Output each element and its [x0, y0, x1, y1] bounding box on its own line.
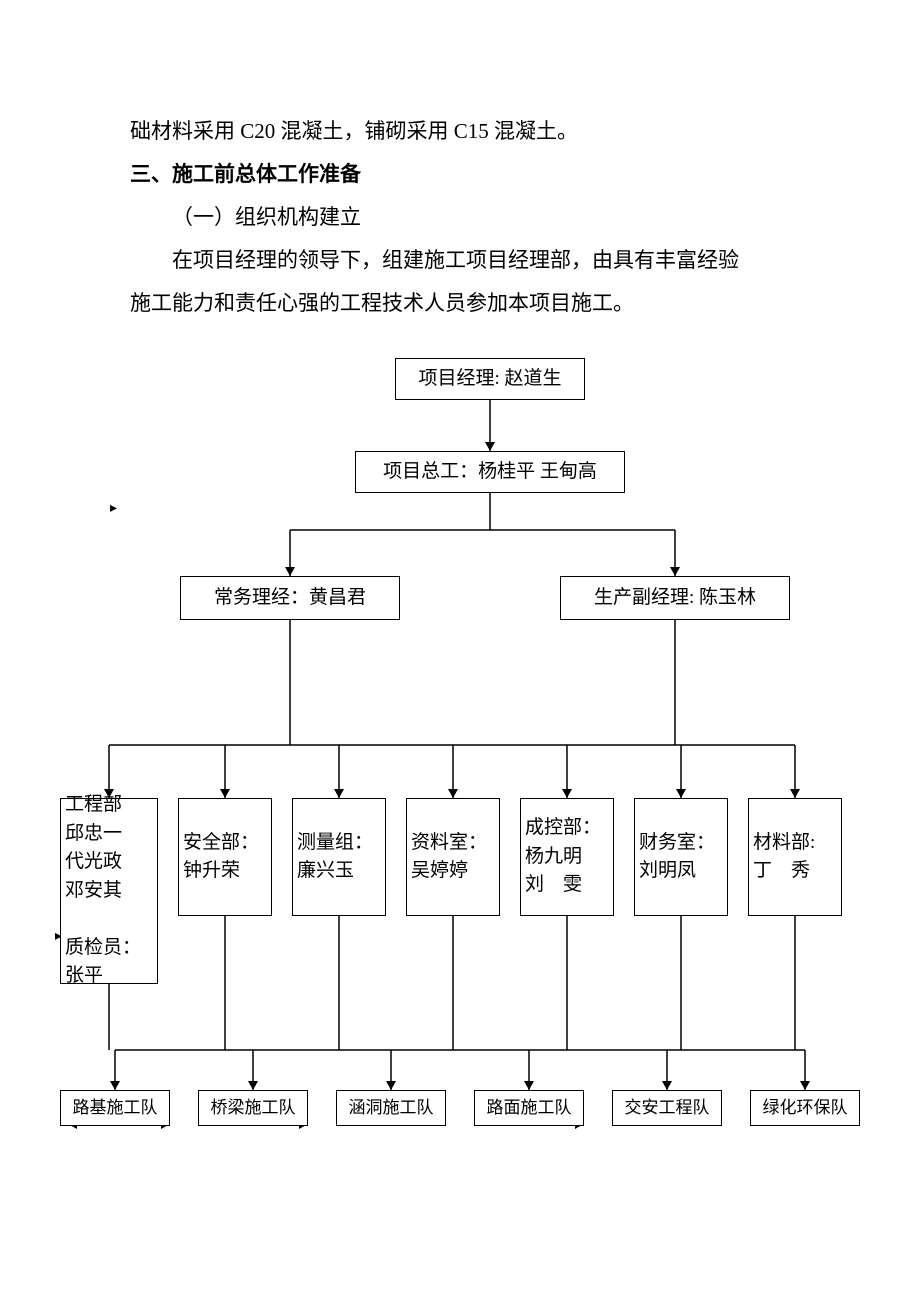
node-team-2: 涵洞施工队: [336, 1090, 446, 1126]
node-dept-0: 工程部邱忠一代光政邓安其 质检员：张平: [60, 798, 158, 984]
node-production-deputy: 生产副经理: 陈玉林: [560, 576, 790, 620]
node-dept-2: 测量组：廉兴玉: [292, 798, 386, 916]
node-dept-3: 资料室：吴婷婷: [406, 798, 500, 916]
node-project-manager: 项目经理: 赵道生: [395, 358, 585, 400]
node-team-3: 路面施工队: [474, 1090, 584, 1126]
node-dept-5: 财务室：刘明凤: [634, 798, 728, 916]
node-team-4: 交安工程队: [612, 1090, 722, 1126]
page: 础材料采用 C20 混凝土，铺砌采用 C15 混凝土。 三、施工前总体工作准备 …: [0, 0, 920, 1302]
node-standing-manager: 常务理经：黄昌君: [180, 576, 400, 620]
node-team-1: 桥梁施工队: [198, 1090, 308, 1126]
node-team-0: 路基施工队: [60, 1090, 170, 1126]
node-chief-engineer: 项目总工：杨桂平 王甸高: [355, 451, 625, 493]
node-dept-4: 成控部：杨九明刘 雯: [520, 798, 614, 916]
node-dept-1: 安全部：钟升荣: [178, 798, 272, 916]
node-team-5: 绿化环保队: [750, 1090, 860, 1126]
node-dept-6: 材料部:丁 秀: [748, 798, 842, 916]
